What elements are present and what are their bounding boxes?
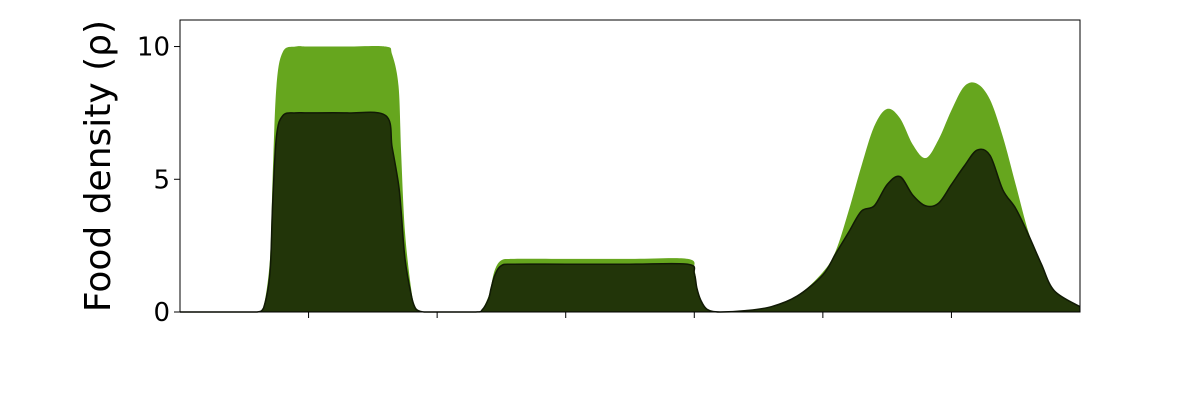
- y-axis-label: Food density (ρ): [78, 20, 119, 312]
- y-tick-label: 10: [137, 33, 170, 63]
- y-tick-label: 0: [153, 298, 170, 328]
- y-tick-label: 5: [153, 165, 170, 195]
- axes: 0 5 10: [137, 19, 1081, 328]
- plot-area: [179, 45, 1081, 313]
- axes-frame: [179, 19, 1081, 313]
- line-series-dark: [179, 111, 1081, 313]
